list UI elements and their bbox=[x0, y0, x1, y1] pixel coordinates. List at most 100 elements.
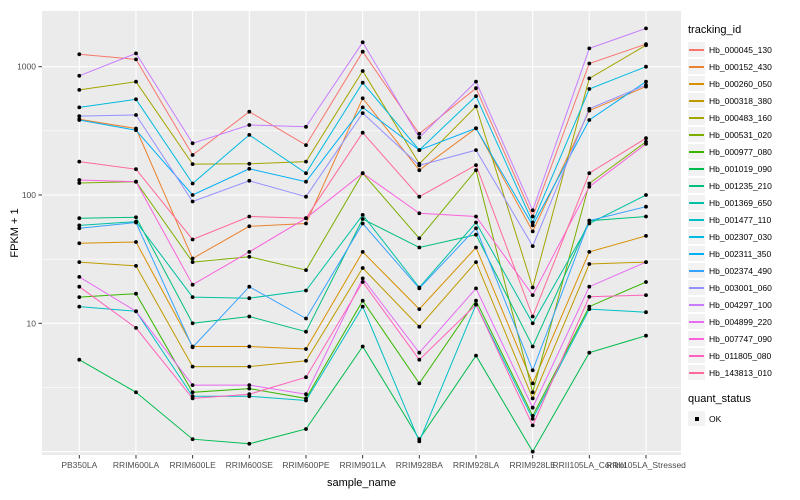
data-point bbox=[304, 329, 308, 334]
x-tick-label: RRIM928LE bbox=[510, 460, 557, 470]
data-point bbox=[587, 46, 592, 51]
y-tick-label: 10 bbox=[27, 318, 37, 328]
data-point bbox=[360, 280, 365, 284]
legend-item-Hb_000260_050: Hb_000260_050 bbox=[688, 75, 800, 92]
legend-title-quant-status: quant_status bbox=[688, 393, 751, 405]
data-point bbox=[530, 244, 535, 249]
legend-item-label: Hb_001477_110 bbox=[709, 214, 772, 225]
data-point bbox=[474, 232, 478, 237]
data-point bbox=[134, 79, 138, 84]
data-point bbox=[417, 357, 422, 362]
data-point bbox=[134, 179, 138, 184]
data-point bbox=[644, 293, 648, 297]
data-point bbox=[247, 133, 252, 137]
legend-item-Hb_001235_210: Hb_001235_210 bbox=[688, 177, 800, 194]
y-axis-title: FPKM + 1 bbox=[9, 208, 21, 258]
legend-item-Hb_000977_080: Hb_000977_080 bbox=[688, 143, 800, 160]
data-point bbox=[417, 324, 422, 329]
legend-item-label: OK bbox=[709, 413, 722, 424]
data-point bbox=[77, 223, 82, 228]
legend-item-Hb_000318_380: Hb_000318_380 bbox=[688, 92, 800, 109]
data-point bbox=[304, 358, 308, 363]
data-point bbox=[530, 423, 535, 428]
legend-key-icon bbox=[688, 246, 705, 261]
data-point bbox=[474, 104, 478, 109]
data-point bbox=[530, 285, 535, 290]
legend-item-Hb_007747_090: Hb_007747_090 bbox=[688, 330, 800, 347]
data-point bbox=[360, 217, 365, 221]
data-point bbox=[134, 291, 138, 296]
data-point bbox=[417, 236, 422, 241]
legend-item-label: Hb_007747_090 bbox=[709, 333, 772, 344]
data-point bbox=[134, 309, 138, 314]
data-point bbox=[530, 405, 535, 410]
data-point bbox=[360, 111, 365, 115]
data-point bbox=[644, 310, 648, 315]
data-point bbox=[190, 396, 195, 401]
legend-item-label: Hb_000318_380 bbox=[709, 95, 772, 106]
data-point bbox=[247, 224, 252, 229]
legend-item-label: Hb_002311_350 bbox=[709, 248, 772, 259]
data-point bbox=[360, 221, 365, 226]
data-point bbox=[530, 208, 535, 213]
data-point bbox=[417, 148, 422, 153]
legend-key-icon bbox=[688, 178, 705, 193]
data-point bbox=[530, 368, 535, 373]
data-point bbox=[530, 220, 535, 225]
data-point bbox=[587, 76, 592, 81]
data-point bbox=[190, 295, 195, 299]
data-point bbox=[304, 124, 308, 129]
legend-item-label: Hb_004899_220 bbox=[709, 316, 772, 327]
quant-ok-key-icon bbox=[688, 411, 705, 426]
data-point bbox=[530, 344, 535, 349]
legend-key-icon bbox=[688, 144, 705, 159]
data-point bbox=[644, 64, 648, 69]
data-point bbox=[587, 61, 592, 66]
data-point bbox=[417, 381, 422, 386]
data-point bbox=[587, 184, 592, 189]
legend-item-Hb_000045_130: Hb_000045_130 bbox=[688, 41, 800, 58]
data-point bbox=[77, 181, 82, 185]
data-point bbox=[644, 26, 648, 31]
legend-key-icon bbox=[688, 59, 705, 74]
data-point bbox=[190, 282, 195, 287]
data-point bbox=[474, 220, 478, 225]
legend-item-Hb_000152_430: Hb_000152_430 bbox=[688, 58, 800, 75]
data-point bbox=[190, 256, 195, 261]
data-point bbox=[360, 276, 365, 281]
data-point bbox=[474, 245, 478, 250]
legend-item-Hb_002374_490: Hb_002374_490 bbox=[688, 262, 800, 279]
data-point bbox=[134, 240, 138, 244]
legend-key-icon bbox=[688, 263, 705, 278]
legend-key-icon bbox=[688, 93, 705, 108]
data-point bbox=[134, 113, 138, 117]
data-point bbox=[134, 51, 138, 56]
x-tick-label: PB350LA bbox=[61, 460, 97, 470]
data-point bbox=[360, 105, 365, 110]
data-point bbox=[587, 118, 592, 122]
data-point bbox=[304, 268, 308, 272]
data-point bbox=[474, 260, 478, 264]
data-point bbox=[644, 214, 648, 219]
data-point bbox=[587, 87, 592, 91]
data-point bbox=[360, 344, 365, 349]
data-point bbox=[134, 326, 138, 330]
data-point bbox=[77, 275, 82, 279]
legend-item-label: Hb_000152_430 bbox=[709, 61, 772, 72]
data-point bbox=[474, 168, 478, 173]
legend-item-Hb_000531_020: Hb_000531_020 bbox=[688, 126, 800, 143]
data-point bbox=[77, 114, 82, 118]
legend-key-icon bbox=[688, 348, 705, 363]
data-point bbox=[644, 83, 648, 87]
data-point bbox=[190, 199, 195, 204]
data-point bbox=[360, 266, 365, 270]
data-point bbox=[474, 298, 478, 303]
data-point bbox=[247, 364, 252, 369]
data-point bbox=[587, 250, 592, 254]
legend-key-icon bbox=[688, 331, 705, 346]
data-point bbox=[247, 214, 252, 219]
data-point bbox=[417, 307, 422, 311]
data-point bbox=[77, 52, 82, 57]
data-point bbox=[474, 126, 478, 131]
data-point bbox=[77, 295, 82, 299]
